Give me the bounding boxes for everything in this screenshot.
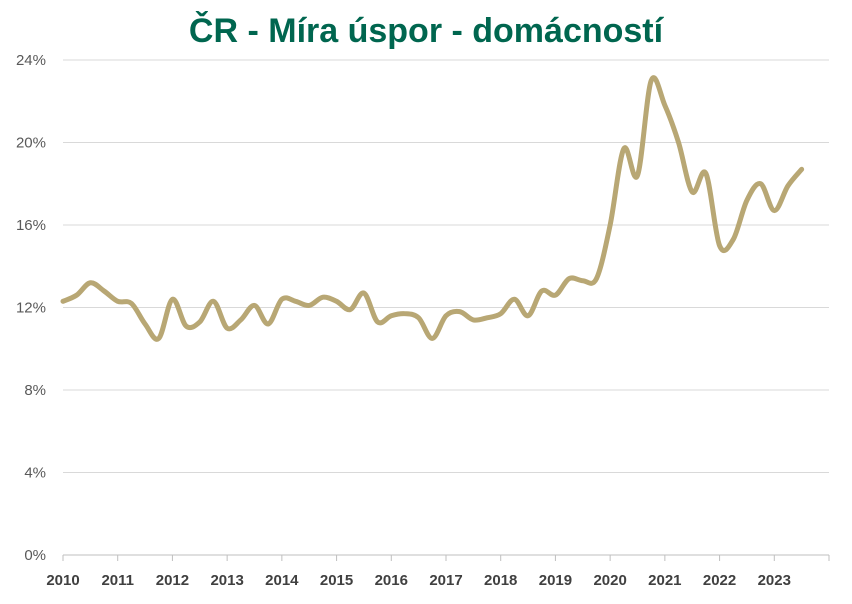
x-tick-label-13: 2023	[758, 572, 791, 589]
x-tick-label-2: 2012	[156, 572, 189, 589]
x-tick-label-9: 2019	[539, 572, 572, 589]
x-tick-label-4: 2014	[265, 572, 299, 589]
x-axis	[62, 554, 830, 561]
y-tick-label-2: 8%	[24, 382, 46, 399]
y-tick-label-3: 12%	[16, 300, 46, 317]
x-tick-label-0: 2010	[46, 572, 79, 589]
x-tick-label-11: 2021	[648, 572, 681, 589]
x-axis-labels: 2010 2011 2012 2013 2014 2015 2016 2017 2018 2019…	[46, 572, 791, 589]
x-tick-label-3: 2013	[210, 572, 243, 589]
series-line-0	[60, 75, 805, 342]
grid-lines	[63, 59, 829, 473]
x-tick-label-10: 2020	[593, 572, 626, 589]
y-tick-label-4: 16%	[16, 217, 46, 234]
x-tick-label-12: 2022	[703, 572, 736, 589]
x-tick-label-5: 2015	[320, 572, 353, 589]
series-layer	[60, 75, 805, 342]
y-tick-label-1: 4%	[24, 465, 46, 482]
y-tick-label-6: 24%	[16, 52, 46, 69]
x-tick-label-1: 2011	[101, 572, 134, 589]
x-tick-label-6: 2016	[375, 572, 408, 589]
chart-title: ČR - Míra úspor - domácností	[188, 12, 664, 50]
x-tick-label-7: 2017	[429, 572, 462, 589]
x-tick-label-8: 2018	[484, 572, 517, 589]
y-axis-labels: 0% 4% 8% 12% 16% 20% 24%	[16, 52, 46, 564]
y-tick-label-5: 20%	[16, 135, 46, 152]
y-tick-label-0: 0%	[24, 547, 46, 564]
